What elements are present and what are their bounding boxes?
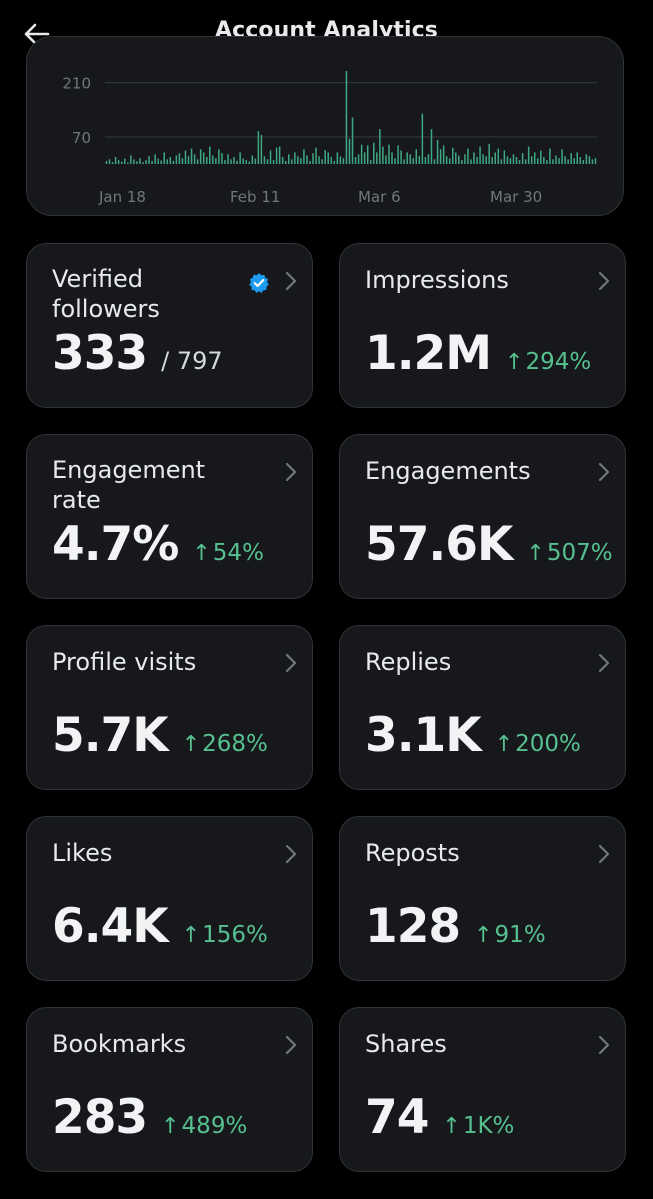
x-tick-label: Jan 18 bbox=[98, 188, 146, 206]
chevron-right-icon bbox=[285, 653, 297, 673]
chevron-right-icon bbox=[598, 653, 610, 673]
stat-value-row: 283 ↑ 489% bbox=[52, 1090, 247, 1145]
arrow-up-icon: ↑ bbox=[526, 541, 545, 566]
stat-value: 3.1K bbox=[365, 708, 482, 763]
stat-change-value: 200% bbox=[515, 731, 581, 757]
stat-change: ↑ 91% bbox=[474, 922, 546, 948]
back-arrow-icon bbox=[24, 23, 50, 45]
stat-value-row: 333 / 797 bbox=[52, 326, 223, 381]
stat-value: 128 bbox=[365, 899, 461, 954]
stat-value-row: 57.6K ↑ 507% bbox=[365, 517, 613, 572]
back-button[interactable] bbox=[18, 16, 54, 52]
stat-value: 283 bbox=[52, 1090, 148, 1145]
arrow-up-icon: ↑ bbox=[442, 1114, 461, 1139]
stat-label: Bookmarks bbox=[52, 1030, 187, 1058]
stat-value-row: 5.7K ↑ 268% bbox=[52, 708, 268, 763]
impressions-chart-card[interactable]: 210 70 Jan 18 Feb 11 Mar 6 Mar 30 bbox=[26, 36, 624, 216]
stat-change-value: 91% bbox=[494, 922, 546, 948]
chevron-right-icon bbox=[598, 271, 610, 291]
chevron-right-icon bbox=[285, 1035, 297, 1055]
stat-change: ↑ 54% bbox=[192, 540, 264, 566]
stat-value: 1.2M bbox=[365, 326, 492, 381]
stat-value-row: 74 ↑ 1K% bbox=[365, 1090, 514, 1145]
stat-card-verified-followers[interactable]: Verified followers 333 / 797 bbox=[26, 243, 313, 408]
stat-change-value: 54% bbox=[212, 540, 264, 566]
arrow-up-icon: ↑ bbox=[181, 732, 201, 757]
stat-label: Engagements bbox=[365, 457, 531, 485]
stat-label: Impressions bbox=[365, 266, 509, 294]
arrow-up-icon: ↑ bbox=[474, 923, 493, 948]
y-tick-label: 210 bbox=[62, 75, 91, 93]
arrow-up-icon: ↑ bbox=[161, 1114, 180, 1139]
stat-value: 74 bbox=[365, 1090, 429, 1145]
stat-label: Profile visits bbox=[52, 648, 197, 676]
stat-change: ↑ 268% bbox=[182, 731, 268, 757]
stat-value-row: 128 ↑ 91% bbox=[365, 899, 546, 954]
x-tick-label: Mar 30 bbox=[490, 188, 542, 206]
impressions-chart[interactable]: 210 70 Jan 18 Feb 11 Mar 6 Mar 30 bbox=[27, 37, 625, 217]
stat-change-value: 1K% bbox=[462, 1113, 515, 1139]
x-tick-label: Feb 11 bbox=[230, 188, 280, 206]
chevron-right-icon bbox=[598, 462, 610, 482]
stat-value-row: 1.2M ↑ 294% bbox=[365, 326, 591, 381]
arrow-up-icon: ↑ bbox=[494, 732, 514, 757]
stat-card-reposts[interactable]: Reposts 128 ↑ 91% bbox=[339, 816, 626, 981]
stat-label: Verified followers bbox=[52, 265, 160, 323]
arrow-up-icon: ↑ bbox=[192, 541, 211, 566]
arrow-up-icon: ↑ bbox=[505, 350, 524, 375]
stat-value: 6.4K bbox=[52, 899, 169, 954]
stat-change: ↑ 1K% bbox=[442, 1113, 514, 1139]
stat-change: ↑ 294% bbox=[505, 349, 591, 375]
stat-value-row: 6.4K ↑ 156% bbox=[52, 899, 268, 954]
chevron-right-icon bbox=[598, 1035, 610, 1055]
stat-card-profile-visits[interactable]: Profile visits 5.7K ↑ 268% bbox=[26, 625, 313, 790]
x-tick-label: Mar 6 bbox=[358, 188, 401, 206]
chevron-right-icon bbox=[598, 844, 610, 864]
chevron-right-icon bbox=[285, 844, 297, 864]
stat-value-row: 3.1K ↑ 200% bbox=[365, 708, 581, 763]
stat-change: ↑ 489% bbox=[161, 1113, 247, 1139]
stat-change-value: 489% bbox=[181, 1113, 248, 1139]
stat-card-replies[interactable]: Replies 3.1K ↑ 200% bbox=[339, 625, 626, 790]
stat-change-value: 156% bbox=[202, 922, 268, 948]
stat-card-shares[interactable]: Shares 74 ↑ 1K% bbox=[339, 1007, 626, 1172]
stat-label: Reposts bbox=[365, 839, 460, 867]
arrow-up-icon: ↑ bbox=[181, 923, 201, 948]
stat-value: 4.7% bbox=[52, 517, 179, 572]
chevron-right-icon bbox=[285, 271, 297, 291]
y-tick-label: 70 bbox=[72, 129, 91, 147]
stat-change: ↑ 507% bbox=[526, 540, 612, 566]
stat-change: ↑ 156% bbox=[182, 922, 268, 948]
stat-change-value: 507% bbox=[546, 540, 613, 566]
stat-value: 5.7K bbox=[52, 708, 169, 763]
stat-label: Engagement rate bbox=[52, 456, 206, 514]
stat-card-impressions[interactable]: Impressions 1.2M ↑ 294% bbox=[339, 243, 626, 408]
stat-card-bookmarks[interactable]: Bookmarks 283 ↑ 489% bbox=[26, 1007, 313, 1172]
stat-value-row: 4.7% ↑ 54% bbox=[52, 517, 264, 572]
stat-change-value: 294% bbox=[525, 349, 592, 375]
chevron-right-icon bbox=[285, 462, 297, 482]
stat-total: / 797 bbox=[161, 347, 223, 375]
stat-card-engagements[interactable]: Engagements 57.6K ↑ 507% bbox=[339, 434, 626, 599]
stat-label: Shares bbox=[365, 1030, 447, 1058]
stat-value: 333 bbox=[52, 326, 148, 381]
stat-card-engagement-rate[interactable]: Engagement rate 4.7% ↑ 54% bbox=[26, 434, 313, 599]
verified-badge-icon bbox=[249, 273, 269, 293]
stat-change-value: 268% bbox=[202, 731, 268, 757]
stat-label: Likes bbox=[52, 839, 113, 867]
stat-card-likes[interactable]: Likes 6.4K ↑ 156% bbox=[26, 816, 313, 981]
stat-value: 57.6K bbox=[365, 517, 513, 572]
stat-change: ↑ 200% bbox=[495, 731, 581, 757]
stat-label: Replies bbox=[365, 648, 452, 676]
